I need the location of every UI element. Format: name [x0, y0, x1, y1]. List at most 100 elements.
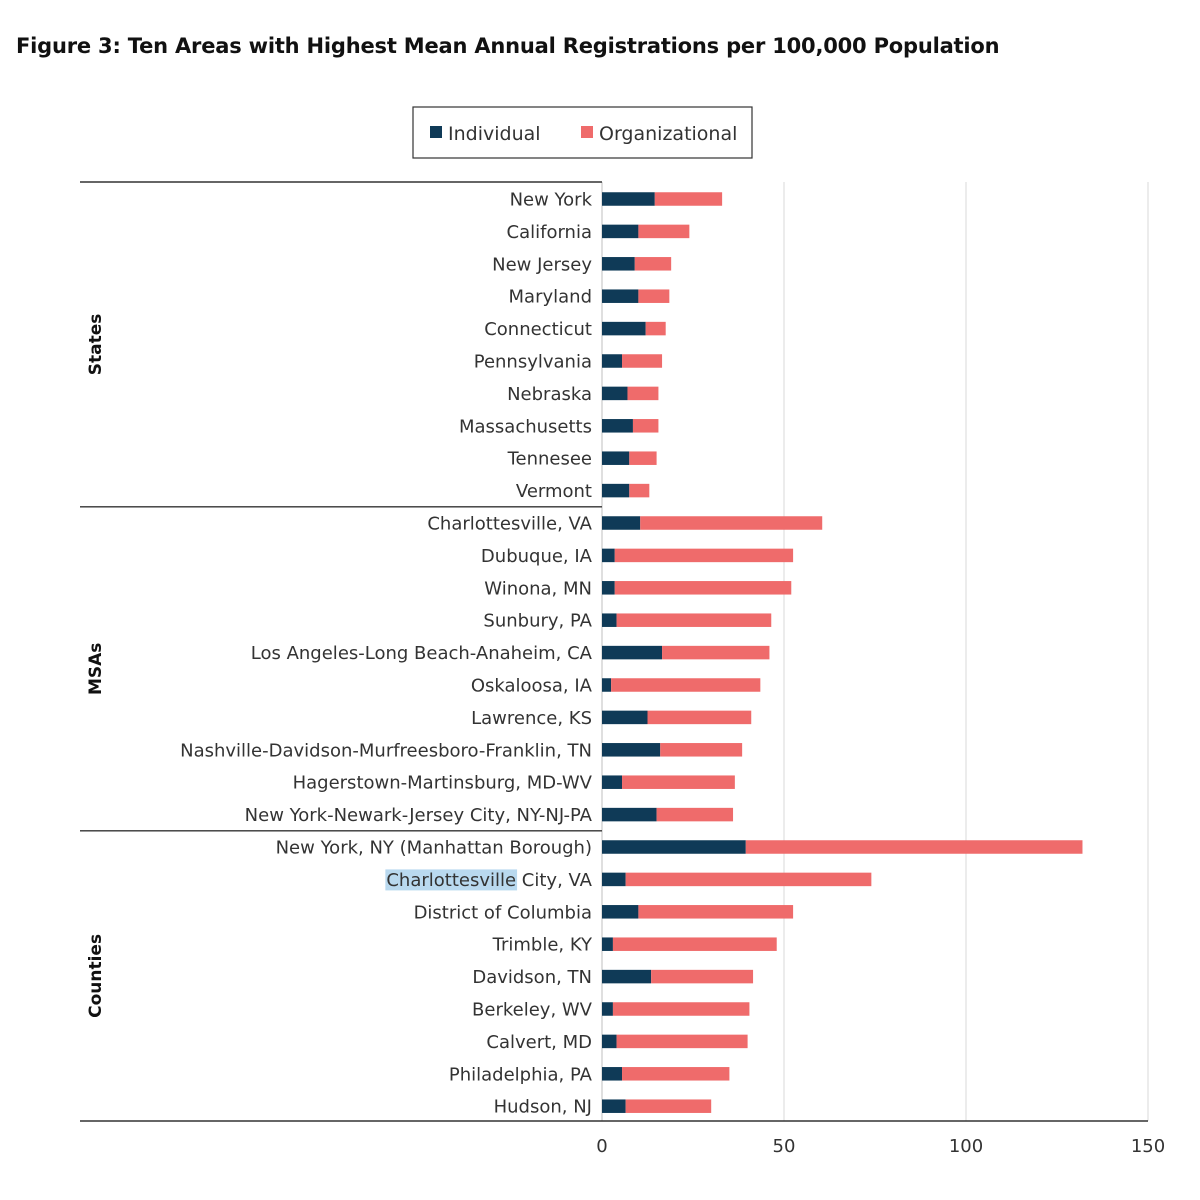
bar-organizational [638, 289, 670, 303]
category-label: Trimble, KY [492, 935, 593, 956]
category-label: Charlottesville City, VA [386, 870, 592, 891]
category-label: New Jersey [492, 254, 592, 275]
group-label-counties: Counties [86, 934, 106, 1018]
legend-label-individual: Individual [448, 123, 541, 145]
category-label: New York-Newark-Jersey City, NY-NJ-PA [245, 805, 593, 826]
bar-organizational [640, 516, 823, 530]
bar-organizational [616, 613, 772, 627]
bar-organizational [622, 1067, 730, 1081]
bar-organizational [611, 678, 761, 692]
bar-individual [602, 192, 655, 206]
bar-individual [602, 516, 641, 530]
legend-swatch-individual [430, 126, 442, 138]
bar-individual [602, 1099, 626, 1113]
group-label-states: States [86, 314, 106, 376]
bar-individual [602, 613, 617, 627]
bar-individual [602, 905, 639, 919]
bar-organizational [645, 321, 666, 336]
bar-individual [602, 257, 635, 271]
text-highlight [385, 869, 518, 891]
bar-individual [602, 937, 613, 951]
bar-organizational [660, 743, 743, 757]
bar-individual [602, 969, 652, 984]
bar-organizational [654, 192, 723, 206]
bars [602, 192, 1083, 1113]
bar-individual [602, 548, 615, 563]
category-label: Lawrence, KS [471, 708, 592, 729]
category-label: Nashville-Davidson-Murfreesboro-Franklin… [180, 740, 592, 761]
bar-organizational [612, 1002, 750, 1016]
category-label-rest: City, VA [516, 870, 593, 891]
bar-individual [602, 775, 623, 789]
bar-organizational [656, 807, 734, 822]
bar-individual [602, 743, 661, 757]
bar-individual [602, 872, 626, 887]
bar-organizational [634, 257, 672, 271]
bar-organizational [745, 840, 1083, 854]
category-label: Connecticut [484, 319, 592, 340]
bar-organizational [629, 451, 657, 465]
category-label: Pennsylvania [474, 352, 592, 373]
category-label: Winona, MN [484, 578, 592, 599]
tick-labels: 0 50 100 150 [596, 1136, 1165, 1157]
x-tick-label: 0 [596, 1136, 607, 1157]
group-label-msas: MSAs [86, 643, 106, 695]
x-tick-label: 150 [1131, 1136, 1165, 1157]
category-label: New York [510, 190, 593, 211]
bar-organizational [616, 1034, 748, 1049]
bar-individual [602, 321, 646, 336]
bar-organizational [638, 224, 690, 239]
category-labels: New York California New Jersey Maryland Conn… [180, 190, 593, 1118]
x-tick-label: 50 [773, 1136, 796, 1157]
bar-organizational [647, 710, 752, 725]
category-label: Berkeley, WV [472, 1000, 593, 1021]
bar-organizational [625, 872, 872, 887]
group-labels: States MSAs Counties [86, 314, 106, 1018]
bar-individual [602, 581, 615, 595]
category-label: Oskaloosa, IA [471, 676, 593, 697]
bar-individual [602, 386, 628, 401]
bar-individual [602, 224, 639, 239]
bar-individual [602, 1002, 613, 1016]
bar-organizational [622, 775, 735, 789]
bar-individual [602, 840, 746, 854]
category-label: Vermont [516, 481, 592, 502]
legend-swatch-organizational [581, 126, 593, 138]
bar-organizational [625, 1099, 712, 1113]
category-label: Sunbury, PA [483, 611, 592, 632]
bar-organizational [638, 905, 794, 919]
category-label: Hudson, NJ [494, 1097, 592, 1118]
legend-label-organizational: Organizational [599, 123, 737, 145]
category-label-highlighted: Charlottesville [386, 870, 516, 891]
category-label: Dubuque, IA [481, 546, 593, 567]
bar-individual [602, 645, 663, 660]
category-label: Calvert, MD [486, 1032, 592, 1053]
bar-individual [602, 354, 623, 368]
category-label: Davidson, TN [472, 967, 592, 988]
bar-organizational [622, 354, 663, 368]
bar-individual [602, 678, 612, 692]
bar-individual [602, 710, 648, 725]
category-label: Los Angeles-Long Beach-Anaheim, CA [251, 643, 593, 664]
bar-organizational [662, 645, 770, 660]
bar-organizational [632, 419, 659, 433]
category-label: Maryland [509, 287, 592, 308]
bar-individual [602, 807, 657, 822]
bar-individual [602, 1034, 617, 1049]
category-label: New York, NY (Manhattan Borough) [276, 838, 592, 859]
gridlines [783, 182, 1149, 1121]
category-label: Charlottesville, VA [427, 514, 592, 535]
bar-organizational [612, 937, 777, 951]
category-label: Tennesee [507, 449, 592, 470]
chart-title: Figure 3: Ten Areas with Highest Mean An… [16, 34, 1000, 58]
bar-individual [602, 1067, 623, 1081]
bar-organizational [651, 969, 754, 984]
category-label: California [507, 222, 592, 243]
category-label: District of Columbia [414, 902, 592, 923]
bar-individual [602, 419, 633, 433]
category-label: Massachusetts [459, 416, 592, 437]
category-label: Nebraska [507, 384, 592, 405]
bar-individual [602, 289, 639, 303]
bar-organizational [614, 581, 792, 595]
